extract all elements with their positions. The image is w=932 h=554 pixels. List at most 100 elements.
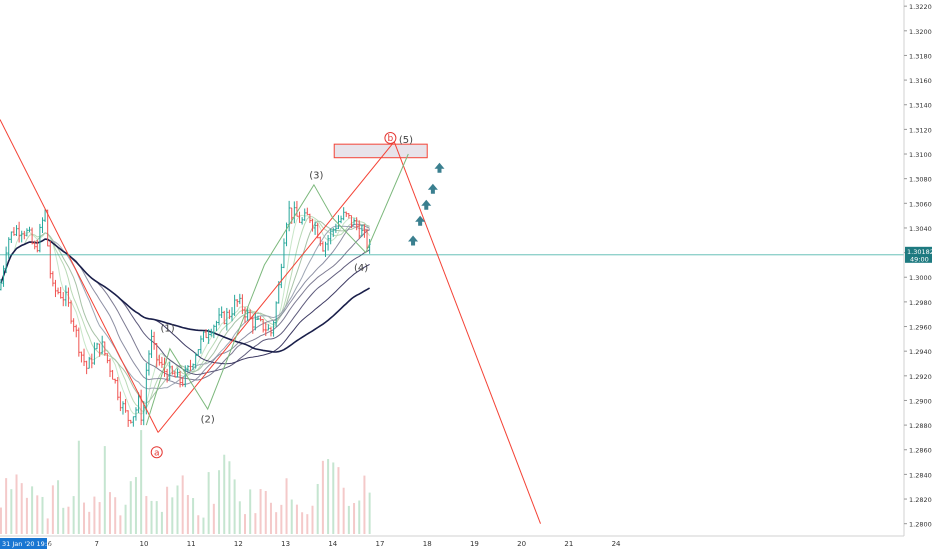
volume-bar — [181, 475, 184, 534]
volume-bar — [358, 500, 361, 534]
volume-bar — [103, 446, 106, 534]
up-arrow-icon — [427, 183, 438, 194]
volume-bar — [108, 492, 111, 534]
price-tick-label: 1.30000 — [909, 274, 932, 282]
volume-bar — [342, 487, 345, 534]
volume-bar — [332, 462, 335, 534]
volume-bar — [176, 485, 179, 534]
price-tick-label: 1.28800 — [909, 422, 932, 430]
up-arrow-icon — [415, 215, 426, 226]
volume-bar — [72, 496, 75, 534]
abc-trend-line[interactable] — [157, 141, 395, 433]
volume-bar — [238, 501, 241, 534]
price-tick-label: 1.32000 — [909, 28, 932, 36]
volume-bar — [134, 477, 137, 534]
candles — [0, 200, 371, 427]
price-tick-label: 1.29200 — [909, 373, 932, 381]
wave-label: (5) — [399, 135, 413, 146]
start-date-label: 31 Jan '20 19:00 — [2, 540, 55, 548]
bar-countdown-label: 49:00 — [910, 255, 929, 263]
current-price-label: 1.30182 — [907, 248, 932, 256]
volume-bar — [36, 495, 39, 534]
volume-bar — [57, 480, 60, 534]
price-tick-label: 1.31000 — [909, 151, 932, 159]
wave-circle-marker — [150, 446, 163, 459]
volume-bar — [140, 430, 143, 534]
price-tick-label: 1.31800 — [909, 52, 932, 60]
volume-bar — [67, 506, 70, 534]
volume-bar — [264, 490, 267, 534]
volume-bar — [295, 504, 298, 534]
volume-bar — [254, 513, 257, 534]
volume-bar — [280, 504, 283, 534]
wave-circle-label: b — [388, 134, 394, 144]
volume-bar — [353, 503, 356, 534]
target-zone-rectangle[interactable] — [333, 143, 428, 159]
volume-bar — [46, 518, 49, 534]
volume-bar — [20, 483, 23, 534]
volume-bar — [327, 459, 330, 534]
volume-bar — [316, 483, 319, 534]
volume-bars — [0, 430, 371, 534]
volume-bar — [31, 486, 34, 534]
price-tick-label: 1.32200 — [909, 3, 932, 11]
volume-bar — [197, 515, 200, 534]
volume-bar — [368, 492, 371, 534]
current-price-tag — [905, 246, 932, 263]
volume-bar — [62, 507, 65, 534]
volume-bar — [98, 502, 101, 534]
time-tick-label: 21 — [564, 540, 573, 548]
price-tick-label: 1.28600 — [909, 447, 932, 455]
volume-bar — [160, 511, 163, 534]
volume-bar — [207, 472, 210, 534]
volume-bar — [223, 454, 226, 534]
abc-trend-line[interactable] — [0, 119, 159, 433]
elliott-wave-line[interactable] — [145, 153, 409, 426]
volume-bar — [155, 501, 158, 534]
price-tick-label: 1.29000 — [909, 397, 932, 405]
volume-bar — [124, 504, 127, 534]
price-tick-label: 1.28400 — [909, 471, 932, 479]
volume-bar — [171, 497, 174, 534]
volume-bar — [347, 505, 350, 534]
time-tick-label: 19 — [470, 540, 479, 548]
volume-bar — [192, 498, 195, 534]
price-tick-label: 1.30400 — [909, 225, 932, 233]
time-tick-label: 11 — [187, 540, 196, 548]
price-tick-label: 1.29400 — [909, 348, 932, 356]
volume-bar — [337, 467, 340, 534]
price-tick-label: 1.31400 — [909, 102, 932, 110]
volume-bar — [244, 514, 247, 534]
moving-average-line — [0, 228, 370, 381]
price-axis[interactable]: 1.32200 1.32000 1.31800 1.31600 1.31400 1.312… — [903, 0, 932, 536]
volume-bar — [202, 517, 205, 534]
start-date-tag — [0, 538, 47, 549]
time-tick-label: 6 — [47, 540, 52, 548]
time-tick-label: 10 — [140, 540, 149, 548]
volume-bar — [285, 478, 288, 534]
price-tick-label: 1.28000 — [909, 521, 932, 529]
volume-bar — [228, 461, 231, 534]
volume-bar — [0, 507, 2, 534]
abc-trend-line[interactable] — [393, 141, 541, 524]
volume-bar — [306, 514, 309, 534]
price-tick-label: 1.31200 — [909, 126, 932, 134]
time-tick-label: 18 — [423, 540, 432, 548]
wave-labels: (1) (2) (3) (4) (5) a b — [150, 132, 445, 459]
drawing-lines — [0, 119, 904, 524]
wave-label: (2) — [201, 415, 215, 426]
wave-label: (1) — [160, 323, 174, 334]
time-tick-label: 14 — [328, 540, 337, 548]
volume-bar — [93, 496, 96, 534]
volume-bar — [186, 495, 189, 534]
time-tick-label: 13 — [281, 540, 290, 548]
price-tick-label: 1.29800 — [909, 299, 932, 307]
price-tick-label: 1.28200 — [909, 496, 932, 504]
time-axis[interactable]: 567101112131417181920212431 Jan '20 19:0… — [0, 535, 904, 549]
price-tick-label: 1.29600 — [909, 324, 932, 332]
volume-bar — [233, 479, 236, 534]
volume-bar — [25, 497, 28, 534]
price-tick-label: 1.30600 — [909, 200, 932, 208]
